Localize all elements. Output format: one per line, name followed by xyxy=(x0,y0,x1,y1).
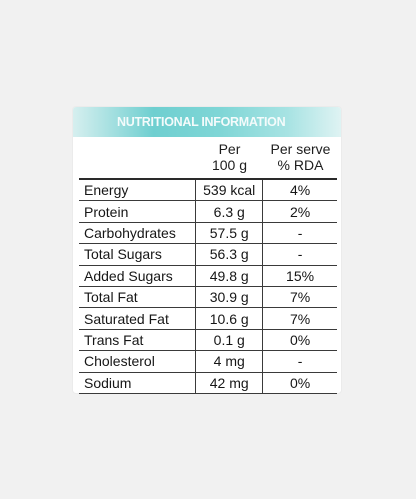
table-row: Carbohydrates 57.5 g - xyxy=(79,221,337,245)
nutrient-name: Total Sugars xyxy=(79,243,197,266)
column-header-rda: Per serve % RDA xyxy=(264,141,337,173)
nutrient-per-100g: 10.6 g xyxy=(195,307,264,330)
table-row: Sodium 42 mg 0% xyxy=(79,371,337,394)
panel-title: NUTRITIONAL INFORMATION xyxy=(117,115,286,129)
nutrient-per-100g: 56.3 g xyxy=(195,243,264,266)
column-header-per-100g: Per 100 g xyxy=(197,141,262,173)
nutrient-rda: 0% xyxy=(262,328,337,352)
nutrition-table: Energy 539 kcal 4% Protein 6.3 g 2% Carb… xyxy=(79,178,337,394)
nutrient-rda: 15% xyxy=(262,264,337,287)
nutrient-per-100g: 0.1 g xyxy=(195,328,264,352)
nutrient-name: Added Sugars xyxy=(79,264,197,287)
nutrient-per-100g: 30.9 g xyxy=(195,285,264,309)
nutrient-rda: - xyxy=(262,243,337,266)
table-row: Added Sugars 49.8 g 15% xyxy=(79,264,337,287)
table-row: Trans Fat 0.1 g 0% xyxy=(79,328,337,352)
column-header-per-100g-line1: Per xyxy=(218,141,241,157)
nutrient-name: Sodium xyxy=(79,371,197,394)
nutrient-rda: 2% xyxy=(262,200,337,223)
table-row: Total Fat 30.9 g 7% xyxy=(79,285,337,309)
nutrition-label-panel: NUTRITIONAL INFORMATION Per 100 g Per se… xyxy=(73,107,341,394)
table-row: Protein 6.3 g 2% xyxy=(79,200,337,223)
nutrient-rda: 0% xyxy=(262,371,337,394)
table-row: Total Sugars 56.3 g - xyxy=(79,243,337,266)
column-header-per-100g-line2: 100 g xyxy=(211,157,248,173)
table-row: Energy 539 kcal 4% xyxy=(79,178,337,202)
nutrient-per-100g: 57.5 g xyxy=(195,221,264,245)
column-header-rda-line2: % RDA xyxy=(277,157,324,173)
nutrient-name: Energy xyxy=(79,178,197,202)
nutrient-name: Cholesterol xyxy=(79,350,197,373)
nutrient-per-100g: 42 mg xyxy=(195,371,264,394)
nutrient-rda: - xyxy=(262,350,337,373)
column-header-rda-line1: Per serve xyxy=(270,141,331,157)
title-banner: NUTRITIONAL INFORMATION xyxy=(73,107,341,137)
nutrient-name: Carbohydrates xyxy=(79,221,197,245)
nutrient-rda: 7% xyxy=(262,307,337,330)
nutrient-rda: 4% xyxy=(262,178,337,202)
nutrient-rda: - xyxy=(262,221,337,245)
nutrient-name: Protein xyxy=(79,200,197,223)
table-row: Cholesterol 4 mg - xyxy=(79,350,337,373)
table-row: Saturated Fat 10.6 g 7% xyxy=(79,307,337,330)
nutrient-name: Saturated Fat xyxy=(79,307,197,330)
nutrient-per-100g: 49.8 g xyxy=(195,264,264,287)
nutrient-per-100g: 6.3 g xyxy=(195,200,264,223)
nutrient-rda: 7% xyxy=(262,285,337,309)
nutrient-per-100g: 539 kcal xyxy=(195,178,264,202)
nutrient-name: Total Fat xyxy=(79,285,197,309)
nutrient-per-100g: 4 mg xyxy=(195,350,264,373)
nutrient-name: Trans Fat xyxy=(79,328,197,352)
